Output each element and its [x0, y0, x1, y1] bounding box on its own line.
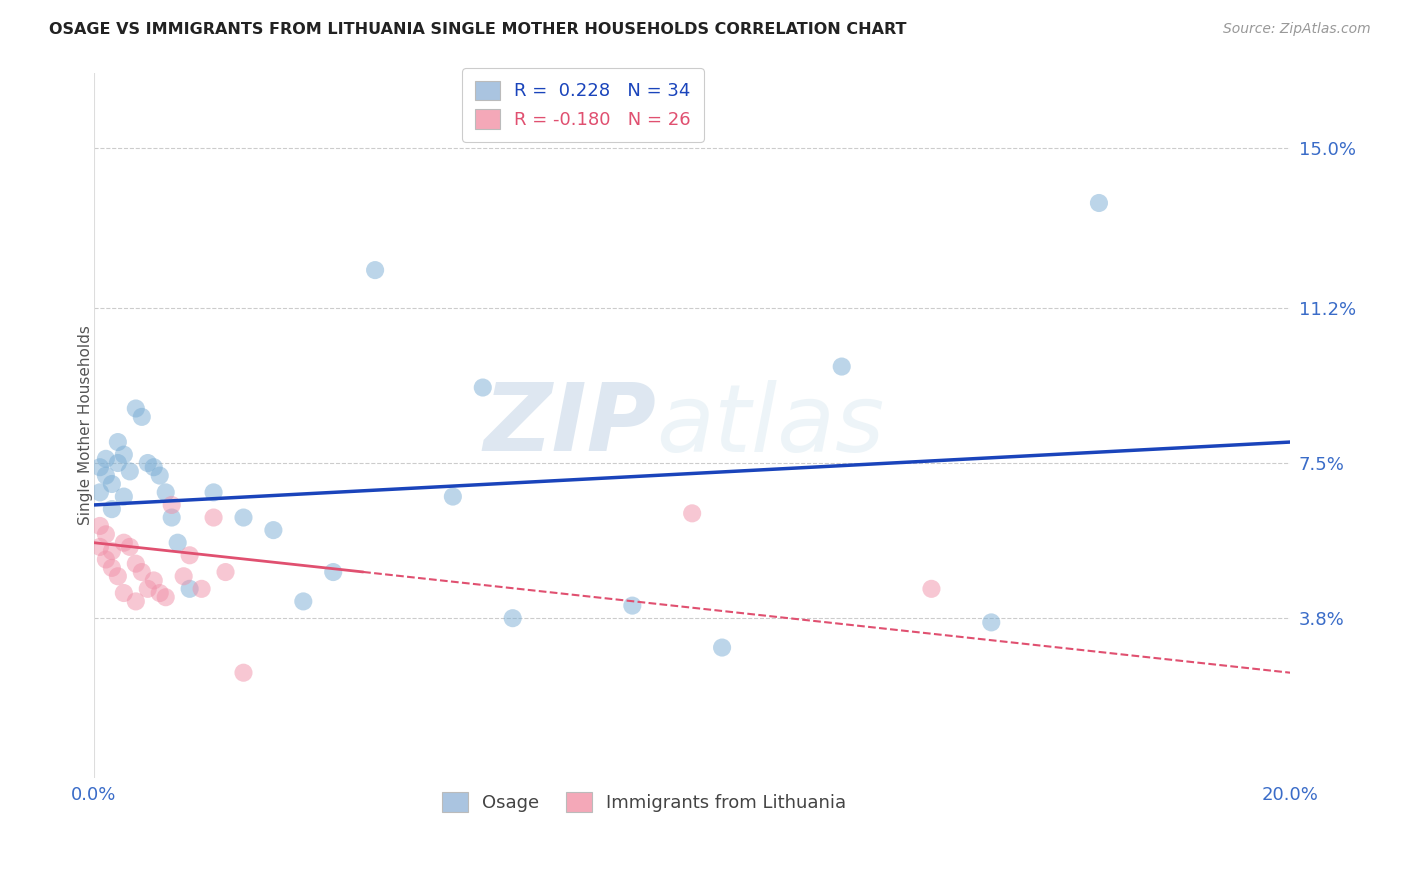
Point: [125, 594, 148, 608]
Point: [112, 448, 135, 462]
Point: [125, 401, 148, 416]
Point: [149, 468, 172, 483]
Point: [262, 523, 284, 537]
Text: Source: ZipAtlas.com: Source: ZipAtlas.com: [1223, 22, 1371, 37]
Point: [232, 510, 254, 524]
Point: [364, 263, 387, 277]
Point: [101, 544, 124, 558]
Point: [89, 485, 111, 500]
Point: [155, 485, 177, 500]
Point: [118, 464, 141, 478]
Point: [322, 565, 344, 579]
Point: [173, 569, 195, 583]
Point: [118, 540, 141, 554]
Point: [149, 586, 172, 600]
Point: [136, 456, 159, 470]
Point: [101, 561, 124, 575]
Point: [155, 591, 177, 605]
Point: [202, 485, 225, 500]
Point: [101, 477, 124, 491]
Point: [1088, 196, 1111, 211]
Point: [621, 599, 644, 613]
Point: [142, 460, 165, 475]
Point: [89, 540, 111, 554]
Point: [107, 456, 129, 470]
Point: [831, 359, 853, 374]
Text: ZIP: ZIP: [484, 379, 657, 471]
Point: [136, 582, 159, 596]
Point: [471, 380, 494, 394]
Point: [232, 665, 254, 680]
Point: [142, 574, 165, 588]
Point: [681, 506, 703, 520]
Point: [166, 535, 188, 549]
Point: [441, 490, 464, 504]
Point: [89, 460, 111, 475]
Text: OSAGE VS IMMIGRANTS FROM LITHUANIA SINGLE MOTHER HOUSEHOLDS CORRELATION CHART: OSAGE VS IMMIGRANTS FROM LITHUANIA SINGL…: [49, 22, 907, 37]
Point: [179, 549, 201, 563]
Point: [125, 557, 148, 571]
Point: [190, 582, 212, 596]
Point: [112, 535, 135, 549]
Point: [980, 615, 1002, 630]
Point: [89, 519, 111, 533]
Point: [112, 586, 135, 600]
Point: [112, 490, 135, 504]
Point: [94, 451, 117, 466]
Point: [94, 552, 117, 566]
Text: atlas: atlas: [657, 380, 884, 471]
Point: [107, 569, 129, 583]
Point: [131, 409, 153, 424]
Point: [160, 510, 183, 524]
Point: [920, 582, 942, 596]
Point: [711, 640, 734, 655]
Point: [94, 527, 117, 541]
Point: [179, 582, 201, 596]
Point: [214, 565, 236, 579]
Point: [160, 498, 183, 512]
Point: [292, 594, 315, 608]
Point: [107, 435, 129, 450]
Y-axis label: Single Mother Households: Single Mother Households: [79, 326, 93, 525]
Point: [131, 565, 153, 579]
Point: [94, 468, 117, 483]
Point: [101, 502, 124, 516]
Point: [502, 611, 524, 625]
Point: [202, 510, 225, 524]
Legend: Osage, Immigrants from Lithuania: Osage, Immigrants from Lithuania: [430, 780, 859, 825]
